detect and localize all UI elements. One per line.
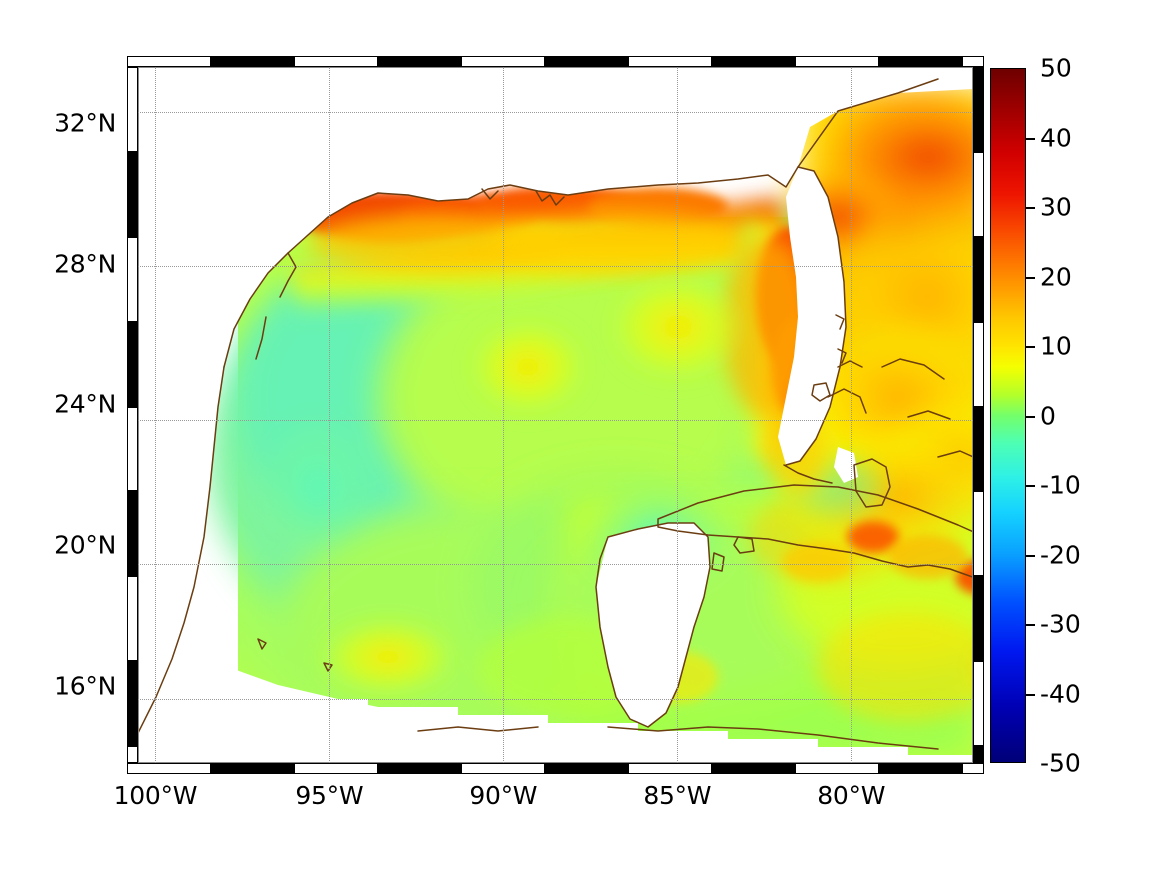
map-data-layer <box>138 67 973 763</box>
neatline-segment <box>127 56 211 67</box>
colorbar-tick-label-2: 30 <box>1040 192 1072 222</box>
neatline-right <box>973 67 984 763</box>
neatline-segment <box>628 56 712 67</box>
y-tick-label-3: 20°N <box>54 530 116 560</box>
neatline-segment <box>127 67 138 152</box>
colorbar-tick-2 <box>1026 207 1035 209</box>
neatline-segment <box>711 56 795 67</box>
neatline-segment <box>628 763 712 774</box>
neatline-segment <box>973 406 984 492</box>
neatline-segment <box>711 763 795 774</box>
colorbar-tick-7 <box>1026 554 1035 557</box>
coastline-layer <box>138 78 973 750</box>
colorbar-tick-4 <box>1026 346 1035 348</box>
x-tick-label-3: 85°W <box>643 781 712 810</box>
neatline-segment <box>127 236 138 322</box>
neatline-bottom <box>127 763 984 774</box>
colorbar-tick-9 <box>1026 693 1035 696</box>
neatline-segment <box>973 576 984 662</box>
neatline-segment <box>544 56 628 67</box>
neatline-segment <box>878 56 962 67</box>
neatline-segment <box>127 321 138 407</box>
colorbar-tick-label-1: 40 <box>1040 123 1072 152</box>
colorbar-tick-1 <box>1026 137 1035 140</box>
neatline-segment <box>878 763 962 774</box>
map-raster-svg <box>138 67 973 763</box>
neatline-top <box>127 56 984 67</box>
y-tick-label-0: 32°N <box>54 108 116 138</box>
neatline-segment <box>127 576 138 662</box>
y-tick-label-2: 24°N <box>54 389 116 419</box>
neatline-segment <box>294 763 378 774</box>
neatline-segment <box>795 763 879 774</box>
neatline-segment <box>461 56 545 67</box>
neatline-segment <box>973 661 984 747</box>
neatline-segment <box>294 56 378 67</box>
neatline-segment <box>210 763 294 774</box>
neatline-segment <box>544 763 628 774</box>
colorbar-tick-label-9: -40 <box>1040 679 1081 708</box>
land-mask-layer <box>138 67 973 763</box>
neatline-segment <box>127 406 138 492</box>
colorbar-tick-label-5: 0 <box>1040 401 1056 430</box>
neatline-segment <box>461 763 545 774</box>
neatline-segment <box>127 151 138 237</box>
neatline-segment <box>973 321 984 407</box>
colorbar-tick-label-3: 20 <box>1040 262 1072 291</box>
y-tick-label-4: 16°N <box>54 671 116 701</box>
neatline-segment <box>973 151 984 237</box>
neatline-segment <box>973 67 984 152</box>
neatline-segment <box>973 491 984 577</box>
neatline-segment <box>973 746 984 763</box>
neatline-segment <box>127 763 211 774</box>
colorbar[interactable]: 50 40 30 20 10 0 -10 -20 -30 -40 -50 <box>990 54 1081 778</box>
colorbar-tick-label-4: 10 <box>1040 331 1072 361</box>
neatline-segment <box>127 661 138 747</box>
neatline-segment <box>962 763 984 774</box>
colorbar-tick-8 <box>1026 624 1035 626</box>
y-tick-label-1: 28°N <box>54 249 116 279</box>
neatline-segment <box>127 746 138 763</box>
colorbar-tick-label-0: 50 <box>1040 53 1072 83</box>
colorbar-tick-label-6: -10 <box>1040 470 1081 500</box>
neatline-segment <box>795 56 879 67</box>
map-axes[interactable] <box>127 56 984 774</box>
colorbar-tick-label-10: -50 <box>1040 748 1081 778</box>
colorbar-tick-label-7: -20 <box>1040 540 1081 569</box>
x-tick-label-2: 90°W <box>469 781 538 810</box>
x-tick-label-0: 100°W <box>113 781 198 810</box>
neatline-segment <box>127 491 138 577</box>
raster-field <box>208 87 973 763</box>
colorbar-gradient <box>990 68 1026 763</box>
neatline-left <box>127 67 138 763</box>
neatline-segment <box>210 56 294 67</box>
colorbar-tick-label-8: -30 <box>1040 609 1081 639</box>
colorbar-tick-5 <box>1026 415 1035 418</box>
neatline-segment <box>377 56 461 67</box>
colorbar-tick-3 <box>1026 276 1035 279</box>
neatline-segment <box>962 56 984 67</box>
neatline-segment <box>377 763 461 774</box>
x-tick-label-4: 80°W <box>817 781 886 810</box>
neatline-segment <box>973 236 984 322</box>
x-tick-label-1: 95°W <box>295 781 364 810</box>
colorbar-tick-6 <box>1026 485 1035 487</box>
